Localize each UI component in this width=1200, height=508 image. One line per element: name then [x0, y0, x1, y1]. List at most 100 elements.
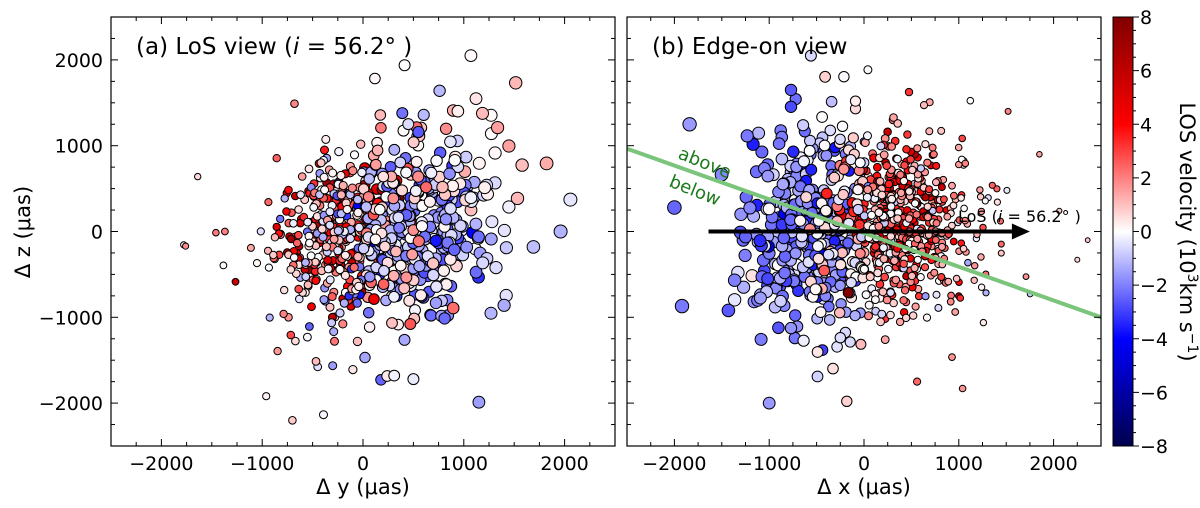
scatter-point [838, 163, 850, 175]
scatter-point [890, 256, 899, 266]
scatter-point [854, 248, 866, 259]
x-tick-label: 1000 [440, 453, 488, 475]
scatter-point [879, 254, 889, 264]
colorbar-tick-label: −6 [1140, 382, 1168, 404]
scatter-point [377, 170, 390, 183]
scatter-point [396, 107, 409, 120]
scatter-point [874, 208, 884, 218]
scatter-point [738, 248, 752, 262]
scatter-point [820, 187, 833, 200]
scatter-point [789, 247, 802, 260]
scatter-point [325, 302, 335, 312]
scatter-point [485, 215, 499, 229]
scatter-point [339, 298, 349, 308]
scatter-point [333, 226, 343, 236]
panel-b-points [667, 49, 1091, 410]
scatter-point [976, 193, 985, 201]
scatter-point [864, 300, 874, 310]
scatter-point [290, 99, 299, 108]
scatter-point [753, 234, 767, 248]
scatter-point [923, 158, 932, 167]
scatter-point [849, 95, 862, 107]
scatter-point [363, 321, 376, 333]
los-arrow-head [1011, 223, 1030, 240]
scatter-point [889, 113, 898, 122]
scatter-point [784, 321, 798, 335]
scatter-point [335, 308, 345, 318]
scatter-point [459, 150, 473, 164]
colorbar-tick-label: 8 [1140, 7, 1152, 29]
scatter-point [336, 170, 346, 181]
scatter-point [674, 298, 690, 314]
scatter-point [805, 163, 818, 176]
scatter-point [755, 145, 769, 159]
scatter-point [863, 131, 872, 141]
scatter-point [867, 210, 876, 220]
scatter-point [335, 264, 345, 275]
scatter-point [842, 287, 854, 299]
x-tick-label: −1000 [737, 453, 801, 475]
scatter-point [329, 327, 339, 337]
scatter-point [219, 261, 228, 270]
scatter-point [956, 294, 965, 302]
scatter-point [375, 122, 387, 134]
scatter-point [886, 202, 896, 211]
scatter-point [929, 150, 938, 159]
scatter-point [772, 321, 785, 335]
scatter-point [762, 396, 776, 410]
scatter-point [976, 186, 984, 194]
scatter-point [409, 185, 422, 197]
scatter-point [859, 264, 869, 274]
scatter-point [256, 227, 265, 236]
scatter-point [784, 83, 798, 97]
scatter-point [896, 188, 906, 198]
scatter-point [849, 310, 861, 322]
scatter-point [280, 285, 289, 295]
scatter-point [194, 172, 202, 181]
scatter-point [360, 201, 372, 213]
scatter-point [526, 240, 541, 254]
scatter-point [899, 176, 909, 186]
scatter-point [811, 370, 824, 383]
scatter-point [371, 144, 384, 157]
panel-b-overlay [627, 146, 1101, 320]
scatter-point [819, 70, 831, 83]
scatter-point [424, 309, 438, 322]
scatter-point [836, 120, 849, 133]
scatter-point [937, 126, 946, 135]
scatter-point [774, 294, 787, 308]
scatter-point [377, 278, 390, 291]
scatter-point [412, 235, 425, 248]
scatter-point [811, 346, 824, 358]
scatter-point [943, 212, 952, 221]
scatter-point [264, 263, 273, 272]
scatter-point [822, 248, 835, 261]
scatter-point [797, 334, 810, 347]
scatter-point [311, 276, 321, 286]
scatter-point [794, 214, 807, 227]
panel-b: −2000 −1000 0 1000 2000 (b) Edge-on view abo… [626, 16, 1102, 499]
scatter-point [472, 156, 486, 170]
scatter-point [900, 286, 910, 295]
scatter-point [1084, 237, 1091, 244]
scatter-point [863, 65, 873, 75]
scatter-point [265, 313, 274, 322]
scatter-point [911, 199, 920, 208]
scatter-point [363, 173, 375, 185]
scatter-point [977, 207, 986, 216]
scatter-point [472, 395, 486, 409]
scatter-point [893, 154, 902, 164]
colorbar-tick-label: −4 [1140, 329, 1168, 351]
scatter-point [952, 274, 961, 283]
y-tick-label: −2000 [39, 393, 103, 415]
scatter-point [842, 237, 854, 249]
scatter-point [820, 149, 833, 162]
scatter-point [387, 269, 400, 282]
scatter-point [410, 155, 423, 168]
scatter-point [417, 108, 430, 122]
scatter-point [448, 154, 462, 167]
scatter-point [818, 139, 831, 152]
scatter-point [937, 273, 946, 281]
scatter-point [874, 221, 884, 231]
scatter-point [497, 223, 511, 238]
